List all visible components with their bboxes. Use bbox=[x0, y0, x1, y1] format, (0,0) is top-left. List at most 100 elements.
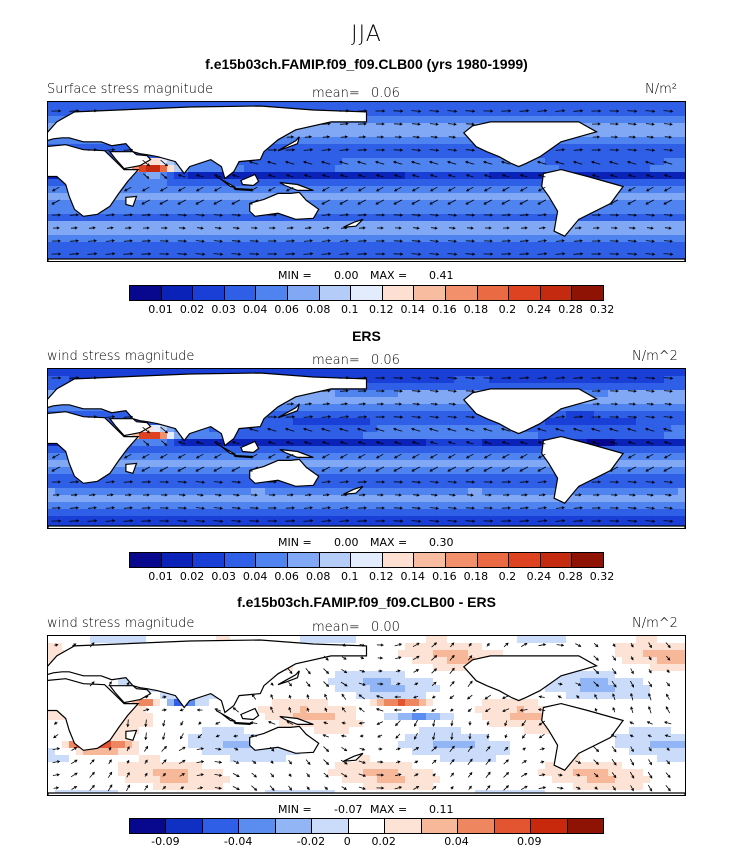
field-cell bbox=[216, 432, 224, 440]
field-cell bbox=[524, 207, 532, 215]
wind-vector-head bbox=[411, 188, 416, 192]
landmass bbox=[233, 454, 254, 459]
field-cell bbox=[363, 369, 371, 377]
wind-vector bbox=[160, 159, 168, 167]
field-cell bbox=[643, 502, 651, 510]
wind-vector-head bbox=[488, 226, 492, 230]
field-cell bbox=[216, 186, 224, 194]
field-cell bbox=[125, 509, 133, 517]
field-cell bbox=[356, 509, 364, 517]
field-cell bbox=[475, 446, 483, 454]
wind-vector-head bbox=[634, 252, 638, 256]
field-cell bbox=[83, 369, 91, 377]
field-cell bbox=[426, 453, 434, 461]
field-cell bbox=[209, 242, 217, 250]
field-cell bbox=[601, 221, 609, 229]
field-cell bbox=[671, 369, 679, 377]
field-cell bbox=[419, 235, 427, 243]
field-cell bbox=[202, 186, 210, 194]
field-cell bbox=[454, 165, 462, 173]
wind-vector-head bbox=[598, 376, 602, 380]
wind-vector-head bbox=[452, 135, 457, 139]
field-cell bbox=[657, 221, 665, 229]
field-cell bbox=[370, 186, 378, 194]
field-cell bbox=[202, 165, 210, 173]
field-cell bbox=[650, 460, 658, 468]
field-cell bbox=[195, 502, 203, 510]
field-cell bbox=[286, 453, 294, 461]
field-cell bbox=[454, 249, 462, 257]
field-cell bbox=[482, 509, 490, 517]
wind-vector bbox=[375, 161, 385, 165]
field-cell bbox=[321, 228, 329, 236]
field-cell bbox=[580, 432, 588, 440]
field-cell bbox=[580, 165, 588, 173]
field-cell bbox=[356, 165, 364, 173]
field-cell bbox=[545, 116, 553, 124]
field-cell bbox=[405, 214, 413, 222]
wind-vector bbox=[646, 186, 654, 192]
field-cell bbox=[482, 432, 490, 440]
wind-vector-head bbox=[344, 226, 348, 230]
field-cell bbox=[216, 165, 224, 173]
field-cell bbox=[132, 102, 140, 110]
wind-vector bbox=[592, 174, 600, 178]
field-cell bbox=[587, 102, 595, 110]
field-cell bbox=[342, 446, 350, 454]
field-cell bbox=[258, 193, 266, 201]
field-cell bbox=[657, 144, 665, 152]
field-cell bbox=[279, 186, 287, 194]
field-cell bbox=[475, 186, 483, 194]
field-cell bbox=[83, 488, 91, 496]
field-cell bbox=[601, 376, 609, 384]
field-cell bbox=[636, 200, 644, 208]
field-cell bbox=[643, 116, 651, 124]
field-cell bbox=[461, 467, 469, 475]
wind-vector-head bbox=[580, 109, 584, 113]
field-cell bbox=[426, 228, 434, 236]
wind-vector-head bbox=[417, 148, 422, 152]
field-cell bbox=[503, 214, 511, 222]
wind-vector bbox=[195, 214, 205, 216]
wind-vector-head bbox=[633, 213, 638, 217]
wind-vector-head bbox=[465, 201, 469, 205]
field-cell bbox=[636, 186, 644, 194]
field-cell bbox=[132, 432, 140, 440]
wind-vector-head bbox=[436, 376, 440, 380]
field-cell bbox=[391, 488, 399, 496]
field-cell bbox=[111, 369, 119, 377]
field-cell bbox=[510, 488, 518, 496]
field-cell bbox=[566, 411, 574, 419]
field-cell bbox=[573, 228, 581, 236]
wind-vector bbox=[339, 240, 349, 242]
field-cell bbox=[615, 130, 623, 138]
field-cell bbox=[356, 249, 364, 257]
field-cell bbox=[587, 509, 595, 517]
field-cell bbox=[622, 495, 630, 503]
wind-vector bbox=[537, 161, 547, 165]
field-cell bbox=[482, 165, 490, 173]
field-cell bbox=[321, 390, 329, 398]
field-cell bbox=[328, 474, 336, 482]
wind-vector bbox=[573, 149, 583, 151]
wind-vector-head bbox=[573, 160, 577, 164]
field-cell bbox=[587, 481, 595, 489]
wind-vector bbox=[627, 390, 637, 392]
field-cell bbox=[258, 509, 266, 517]
panel-2-variable-label: wind stress magnitude bbox=[47, 349, 195, 364]
wind-vector-head bbox=[435, 148, 440, 152]
wind-vector-head bbox=[249, 160, 253, 164]
field-cell bbox=[272, 221, 280, 229]
field-cell bbox=[531, 109, 539, 117]
field-cell bbox=[342, 228, 350, 236]
field-cell bbox=[398, 488, 406, 496]
field-cell bbox=[69, 488, 77, 496]
wind-vector bbox=[429, 161, 439, 165]
field-cell bbox=[461, 172, 469, 180]
field-cell bbox=[636, 425, 644, 433]
field-cell bbox=[97, 509, 105, 517]
field-cell bbox=[286, 516, 294, 524]
field-cell bbox=[356, 369, 364, 377]
field-cell bbox=[650, 369, 658, 377]
field-cell bbox=[314, 502, 322, 510]
